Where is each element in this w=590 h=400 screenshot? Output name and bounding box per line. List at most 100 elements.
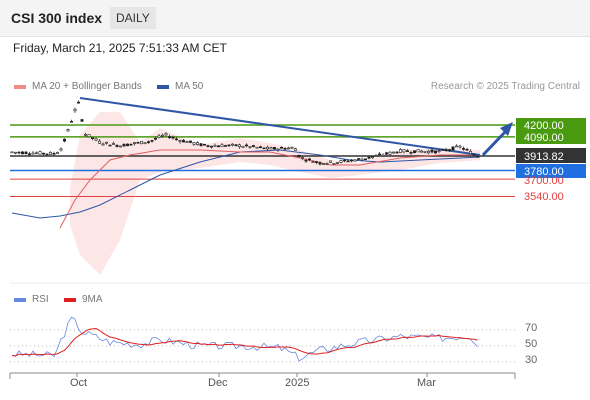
candle-body bbox=[342, 159, 346, 162]
candle-body bbox=[213, 145, 217, 147]
bollinger-band bbox=[70, 112, 480, 275]
candle-body bbox=[405, 150, 409, 152]
ma50-line bbox=[11, 149, 481, 219]
candle-body bbox=[80, 119, 84, 122]
candle-body bbox=[196, 142, 200, 145]
candle-body bbox=[87, 134, 91, 138]
candle-body bbox=[147, 141, 151, 143]
candle-body bbox=[84, 133, 88, 136]
candle-body bbox=[402, 149, 406, 153]
candle-body bbox=[416, 149, 420, 153]
candle-body bbox=[27, 153, 31, 156]
candle-body bbox=[77, 101, 81, 104]
x-tick-mar: Mar bbox=[417, 377, 436, 389]
candle-body bbox=[374, 155, 378, 157]
candle-body bbox=[384, 152, 388, 155]
candle-body bbox=[122, 143, 126, 147]
candle-body bbox=[175, 138, 179, 141]
rsi-level-70: 70 bbox=[525, 322, 537, 334]
candle-body bbox=[108, 144, 112, 147]
candle-body bbox=[370, 156, 374, 159]
candle-body bbox=[70, 120, 74, 123]
candle-body bbox=[307, 158, 311, 161]
candle-body bbox=[136, 141, 140, 144]
candle-body bbox=[31, 152, 35, 155]
candle-body bbox=[206, 145, 210, 147]
legend-ma20: MA 20 + Bollinger Bands bbox=[14, 81, 142, 92]
candle-body bbox=[45, 153, 49, 156]
candle-body bbox=[430, 149, 434, 153]
candle-body bbox=[199, 143, 203, 147]
ma50-swatch bbox=[157, 84, 169, 89]
candle-body bbox=[245, 144, 249, 147]
candle-body bbox=[332, 163, 336, 165]
9ma-swatch bbox=[64, 297, 76, 302]
candle-body bbox=[262, 147, 266, 150]
candle-body bbox=[55, 152, 59, 154]
candle-body bbox=[440, 149, 444, 151]
candle-body bbox=[192, 142, 196, 145]
candle-body bbox=[272, 147, 276, 150]
candle-body bbox=[17, 151, 21, 154]
rsi-level-50: 50 bbox=[525, 338, 537, 350]
candle-body bbox=[185, 141, 189, 143]
candle-body bbox=[210, 145, 214, 148]
legend-label: RSI bbox=[32, 294, 49, 305]
candle-body bbox=[154, 138, 158, 140]
candle-body bbox=[356, 158, 360, 160]
candle-body bbox=[258, 146, 262, 149]
candle-body bbox=[269, 147, 273, 150]
candle-body bbox=[115, 144, 119, 147]
x-tick-oct: Oct bbox=[70, 377, 87, 389]
candle-body bbox=[241, 146, 245, 148]
timestamp: Friday, March 21, 2025 7:51:33 AM CET bbox=[13, 41, 227, 55]
candle-body bbox=[164, 133, 168, 136]
candle-body bbox=[178, 140, 182, 142]
candle-body bbox=[73, 108, 77, 112]
level-label-current: 3913.82 bbox=[524, 151, 564, 163]
candle-body bbox=[133, 142, 137, 145]
candle-body bbox=[353, 159, 357, 162]
candle-body bbox=[398, 149, 402, 153]
candle-body bbox=[426, 150, 430, 154]
candle-body bbox=[203, 143, 207, 146]
candle-body bbox=[304, 159, 308, 162]
candle-body bbox=[150, 139, 154, 142]
candle-body bbox=[468, 150, 472, 154]
candle-body bbox=[224, 145, 228, 147]
forecast-arrow-head bbox=[500, 122, 513, 136]
candle-body bbox=[444, 149, 448, 152]
candle-body bbox=[157, 135, 161, 138]
candle-body bbox=[265, 146, 269, 150]
period-button[interactable]: DAILY bbox=[110, 7, 156, 29]
candle-body bbox=[363, 158, 367, 161]
candle-body bbox=[395, 151, 399, 154]
candle-body bbox=[475, 155, 479, 158]
trendline bbox=[79, 97, 481, 156]
candle-body bbox=[62, 138, 66, 142]
candle-body bbox=[234, 144, 238, 147]
candle-body bbox=[10, 151, 14, 154]
candle-body bbox=[297, 154, 301, 158]
candle-body bbox=[391, 151, 395, 154]
candle-body bbox=[419, 150, 423, 153]
candle-body bbox=[238, 144, 242, 148]
candle-body bbox=[126, 143, 130, 147]
candle-body bbox=[335, 162, 339, 164]
rsi-9ma-line bbox=[11, 328, 478, 357]
candle-body bbox=[189, 140, 193, 143]
candle-body bbox=[451, 146, 455, 151]
candle-body bbox=[346, 160, 350, 163]
legend-label: 9MA bbox=[82, 294, 103, 305]
candle-body bbox=[293, 148, 297, 151]
ma20-line bbox=[59, 149, 480, 229]
candle-body bbox=[105, 141, 109, 144]
level-label-3700: 3700.00 bbox=[524, 175, 564, 187]
candle-body bbox=[94, 138, 98, 141]
candle-body bbox=[328, 160, 332, 163]
rsi-line bbox=[11, 316, 478, 362]
level-label-3780: 3780.00 bbox=[524, 166, 564, 178]
candle-body bbox=[290, 147, 294, 149]
candle-body bbox=[91, 137, 95, 140]
